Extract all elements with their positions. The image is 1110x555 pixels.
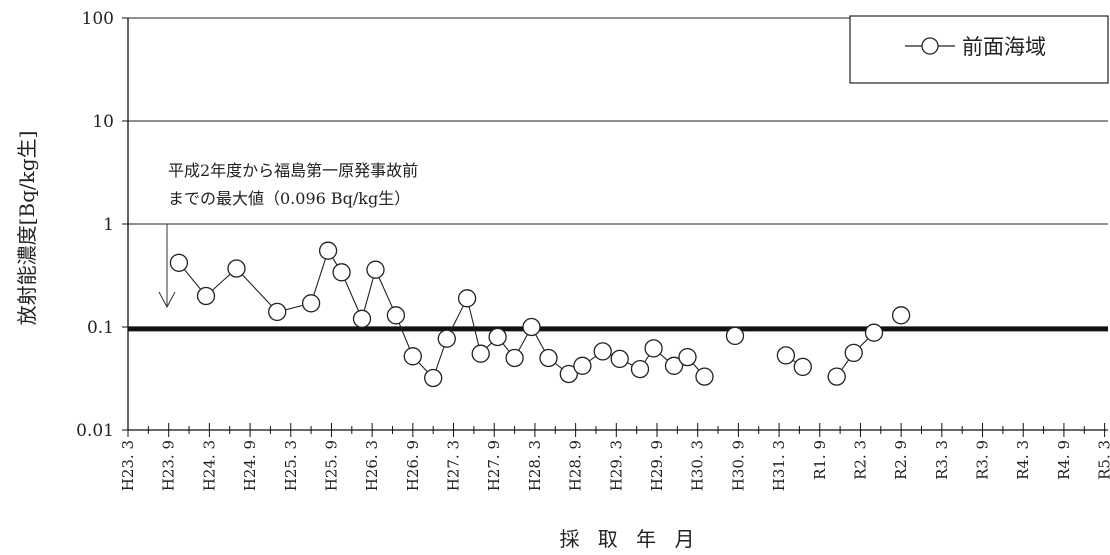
data-point bbox=[318, 241, 338, 260]
x-tick-label: R5. 3 bbox=[1096, 440, 1110, 480]
x-tick-label: H23. 9 bbox=[160, 440, 178, 491]
data-point bbox=[793, 357, 812, 377]
data-point bbox=[268, 302, 287, 322]
x-tick-label: H30. 9 bbox=[729, 440, 747, 491]
data-point bbox=[457, 289, 477, 308]
data-point bbox=[891, 306, 911, 325]
x-tick-label: R2. 9 bbox=[892, 440, 910, 480]
x-tick-label: H28. 3 bbox=[526, 440, 544, 491]
legend: 前面海域 bbox=[849, 15, 1109, 84]
data-point bbox=[630, 359, 650, 379]
data-point bbox=[844, 343, 863, 363]
series-line-segment bbox=[178, 249, 705, 380]
x-tick-label: R4. 9 bbox=[1055, 440, 1073, 480]
data-point bbox=[352, 309, 372, 328]
data-point bbox=[695, 367, 714, 386]
x-tick-label: H30. 3 bbox=[689, 440, 707, 491]
x-tick-label: R3. 3 bbox=[933, 440, 951, 480]
x-tick-label: H28. 9 bbox=[567, 440, 585, 491]
data-point bbox=[678, 347, 697, 367]
x-axis-title: 採 取 年 月 bbox=[559, 527, 700, 551]
y-tick-label: 100 bbox=[82, 9, 114, 29]
x-tick-label: H25. 9 bbox=[322, 440, 340, 491]
x-tick-label: H27. 9 bbox=[485, 440, 503, 491]
x-tick-label: H23. 3 bbox=[119, 440, 137, 491]
data-point bbox=[386, 306, 406, 325]
x-axis-ticks: H23. 3 H23. 9 H24. 3 H24. 9 H25. 3 H25. 9 H26.… bbox=[119, 423, 1110, 491]
data-point bbox=[725, 326, 745, 346]
data-point bbox=[488, 327, 507, 347]
x-tick-label: H24. 3 bbox=[200, 440, 218, 491]
data-point bbox=[471, 344, 490, 363]
data-point bbox=[539, 348, 558, 368]
series-group bbox=[169, 241, 911, 388]
data-point bbox=[403, 347, 422, 366]
y-tick-label: 0.1 bbox=[87, 318, 114, 338]
y-tick-label: 0.01 bbox=[76, 421, 114, 441]
reference-annotation-line2: までの最大値（0.096 Bq/kg生） bbox=[168, 189, 410, 208]
data-point bbox=[332, 263, 351, 282]
data-point bbox=[573, 356, 592, 375]
x-tick-label: R1. 9 bbox=[811, 440, 829, 480]
x-tick-label: H27. 3 bbox=[445, 440, 463, 491]
x-tick-label: H25. 3 bbox=[282, 440, 300, 491]
x-tick-label: H29. 3 bbox=[607, 440, 625, 491]
x-tick-label: R2. 3 bbox=[851, 440, 869, 480]
y-axis-title: 放射能濃度[Bq/kg生] bbox=[15, 131, 39, 326]
data-point bbox=[227, 259, 246, 278]
data-point bbox=[437, 329, 456, 348]
x-tick-label: H24. 9 bbox=[241, 440, 259, 491]
data-point bbox=[522, 317, 541, 337]
annotation-arrow-head bbox=[158, 291, 176, 309]
y-tick-label: 10 bbox=[92, 112, 114, 132]
y-tick-label: 1 bbox=[103, 215, 114, 235]
legend-marker bbox=[921, 37, 939, 55]
x-tick-label: H26. 3 bbox=[363, 440, 381, 491]
reference-annotation-line1: 平成2年度から福島第一原発事故前 bbox=[168, 161, 418, 180]
data-point bbox=[559, 364, 578, 384]
data-point bbox=[196, 286, 216, 306]
data-point bbox=[644, 339, 663, 358]
data-point bbox=[610, 349, 629, 369]
legend-label: 前面海域 bbox=[962, 35, 1046, 59]
data-point bbox=[366, 260, 385, 279]
data-point bbox=[505, 348, 524, 368]
y-axis-ticks: 100 10 1 0.1 0.01 bbox=[76, 9, 128, 441]
x-tick-label: H29. 9 bbox=[648, 440, 666, 491]
data-point bbox=[864, 323, 884, 342]
data-point bbox=[664, 356, 684, 375]
data-point bbox=[424, 368, 443, 388]
x-tick-label: R4. 3 bbox=[1014, 440, 1032, 480]
data-point bbox=[827, 367, 846, 386]
data-point bbox=[169, 253, 189, 272]
x-tick-label: H26. 9 bbox=[404, 440, 422, 491]
x-tick-label: R3. 9 bbox=[974, 440, 992, 480]
legend-box bbox=[849, 15, 1109, 84]
x-tick-label: H31. 3 bbox=[770, 440, 788, 491]
data-point bbox=[776, 346, 796, 365]
data-point bbox=[593, 342, 612, 361]
data-point bbox=[301, 294, 321, 313]
